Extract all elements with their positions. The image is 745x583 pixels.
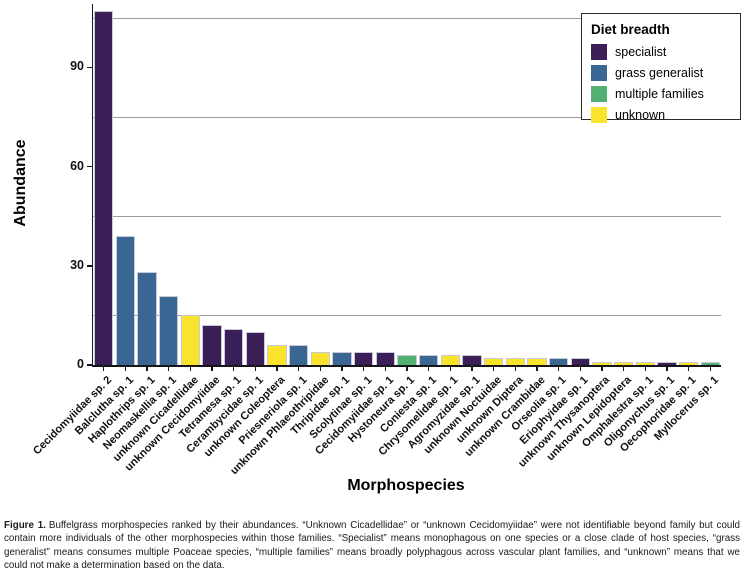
x-tick	[124, 366, 127, 372]
legend-item: grass generalist	[591, 65, 740, 81]
x-tick	[189, 366, 192, 372]
bar	[202, 325, 222, 365]
y-tick	[86, 265, 92, 267]
figure-caption-label: Figure 1.	[4, 520, 46, 531]
x-tick	[644, 366, 646, 372]
plot-panel: Cecidomyiidae sp. 2 Balclutha sp. 1 Haplot…	[31, 4, 721, 477]
bar	[375, 352, 395, 365]
x-tick	[579, 366, 581, 372]
bar	[159, 296, 179, 365]
legend-item-label: specialist	[615, 45, 667, 59]
bar	[527, 358, 547, 365]
legend-item: specialist	[591, 44, 740, 60]
bar	[635, 362, 655, 365]
x-tick	[622, 366, 625, 372]
y-tick	[86, 364, 92, 366]
bar	[289, 345, 309, 365]
y-tick-label: 30	[70, 257, 84, 272]
bar	[180, 315, 201, 365]
legend-item: multiple families	[591, 86, 740, 102]
x-tick	[103, 366, 105, 372]
figure-caption: Figure 1. Buffelgrass morphospecies ranke…	[4, 519, 740, 573]
legend-item: unknown	[591, 107, 740, 123]
bar	[419, 355, 439, 365]
x-tick	[254, 366, 257, 372]
bar	[115, 236, 136, 365]
bar	[332, 352, 352, 365]
x-tick	[168, 366, 170, 372]
legend-swatch-grass-generalist	[591, 65, 607, 81]
bar	[592, 362, 612, 365]
x-tick	[341, 366, 343, 372]
bar	[657, 362, 677, 365]
bar	[94, 11, 114, 365]
x-tick	[363, 366, 365, 372]
bar	[462, 355, 482, 365]
x-tick	[319, 366, 322, 372]
x-tick	[601, 366, 603, 372]
bar	[310, 352, 331, 365]
bar-chart: Cecidomyiidae sp. 2 Balclutha sp. 1 Haplot…	[12, 4, 741, 494]
bar	[505, 358, 525, 365]
legend-swatch-unknown	[591, 107, 607, 123]
x-axis-line	[91, 365, 721, 367]
legend-items: specialist grass generalist multiple famil…	[591, 44, 740, 123]
bar	[354, 352, 374, 365]
bar	[245, 332, 266, 365]
x-tick	[276, 366, 278, 372]
bar	[137, 272, 157, 365]
bar	[397, 355, 417, 365]
x-tick	[406, 366, 408, 372]
minor-gridline	[93, 116, 721, 118]
minor-gridline	[93, 216, 721, 218]
x-tick	[298, 366, 300, 372]
x-tick	[146, 366, 148, 372]
x-tick	[557, 366, 560, 372]
legend-title: Diet breadth	[591, 22, 670, 37]
x-tick	[709, 366, 711, 372]
legend-item-label: unknown	[615, 108, 666, 122]
legend-swatch-specialist	[591, 44, 607, 60]
bar	[700, 362, 720, 365]
legend: Diet breadth specialist grass generalist m…	[581, 13, 741, 123]
x-tick	[492, 366, 495, 372]
legend-item-label: grass generalist	[615, 66, 704, 80]
x-tick	[536, 366, 538, 372]
bar	[224, 329, 244, 365]
bar	[483, 358, 504, 365]
bar	[613, 362, 634, 365]
x-tick	[449, 366, 451, 372]
bar	[267, 345, 287, 365]
x-tick	[687, 366, 690, 372]
y-tick	[86, 66, 92, 69]
bar	[548, 358, 569, 365]
legend-swatch-multiple-families	[591, 86, 607, 102]
figure-caption-text: Buffelgrass morphospecies ranked by thei…	[4, 520, 740, 572]
y-axis-line	[91, 4, 94, 367]
x-axis-title: Morphospecies	[347, 477, 465, 494]
x-tick	[514, 366, 516, 372]
minor-gridline	[93, 315, 721, 317]
bar	[570, 358, 590, 365]
x-tick	[233, 366, 235, 372]
y-tick-label: 60	[70, 158, 84, 173]
legend-item-label: multiple families	[615, 87, 704, 101]
x-tick	[211, 366, 213, 372]
bar	[678, 362, 699, 365]
x-tick	[384, 366, 386, 372]
x-tick	[428, 366, 430, 372]
x-tick	[471, 366, 473, 372]
bar	[440, 355, 460, 365]
y-tick-label: 0	[77, 357, 84, 371]
x-tick	[666, 366, 668, 372]
y-axis-title: Abundance	[12, 139, 29, 227]
y-tick-label: 90	[70, 59, 84, 74]
y-tick	[86, 165, 92, 168]
minor-gridline	[93, 17, 721, 19]
